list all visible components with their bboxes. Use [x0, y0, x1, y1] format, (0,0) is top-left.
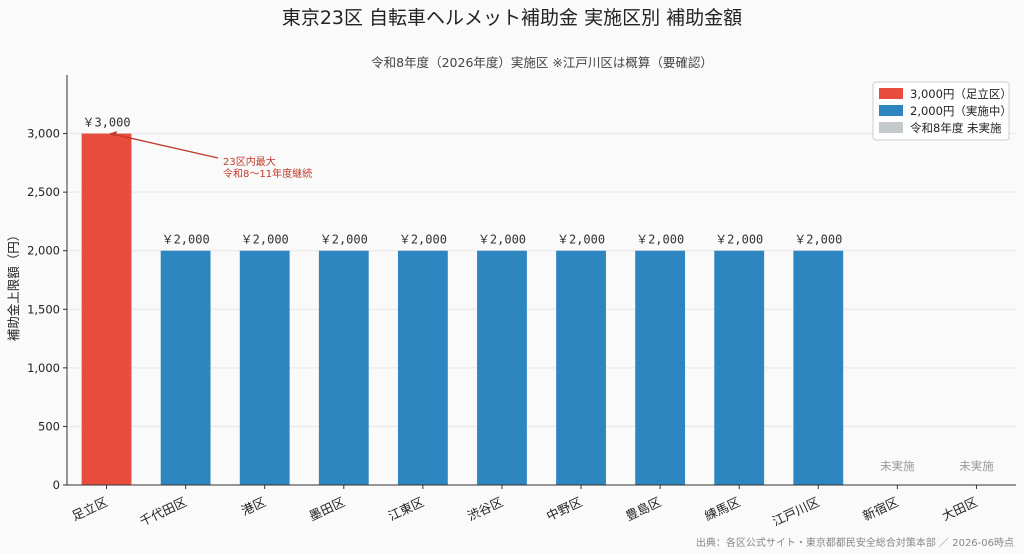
value-label: ￥2,000 — [636, 233, 684, 247]
x-tick-label: 大田区 — [939, 494, 979, 523]
value-label: ￥2,000 — [162, 233, 210, 247]
value-label: ￥3,000 — [82, 116, 130, 130]
x-tick-label: 豊島区 — [623, 494, 663, 523]
chart-title: 東京23区 自転車ヘルメット補助金 実施区別 補助金額 — [282, 7, 742, 29]
y-tick-label: 2,000 — [27, 244, 60, 258]
y-tick-label: 2,500 — [27, 185, 60, 199]
x-tick-label: 千代田区 — [137, 494, 189, 529]
source-note: 出典：各区公式サイト・東京都都民安全総合対策本部 ／ 2026-06時点 — [696, 536, 1014, 549]
x-tick-label: 中野区 — [544, 494, 584, 523]
x-tick-label: 練馬区 — [702, 494, 742, 523]
value-label: ￥2,000 — [241, 233, 289, 247]
annotation-text: 23区内最大 — [223, 155, 276, 168]
x-tick-label: 墨田区 — [307, 494, 347, 523]
legend-swatch — [879, 105, 903, 116]
legend-swatch — [879, 88, 903, 99]
legend-box — [872, 81, 1010, 141]
x-tick-label: 渋谷区 — [465, 494, 505, 523]
x-tick-label: 江東区 — [386, 494, 426, 523]
value-label: ￥2,000 — [715, 233, 763, 247]
bar — [793, 250, 844, 485]
value-label: ￥2,000 — [478, 233, 526, 247]
not-implemented-label: 未実施 — [880, 459, 915, 473]
y-gridlines — [67, 133, 1016, 427]
y-tick-label: 0 — [53, 478, 60, 492]
value-label: ￥2,000 — [557, 233, 605, 247]
axes — [66, 75, 1016, 486]
legend: 3,000円（足立区） 2,000円（実施中） 令和8年度 未実施 — [872, 81, 1012, 141]
value-label: ￥2,000 — [794, 233, 842, 247]
value-label: ￥2,000 — [399, 233, 447, 247]
annotation-arrowhead — [109, 131, 118, 137]
bar — [635, 250, 686, 485]
bar — [239, 250, 290, 485]
x-ticks: 足立区 千代田区 港区 墨田区 江東区 渋谷区 中野区 豊島区 練馬区 江戸川区 新宿区 大田区 — [69, 485, 980, 529]
annotation-arrow — [114, 133, 219, 159]
y-ticks: 0 500 1,000 1,500 2,000 2,500 3,000 — [27, 127, 67, 492]
x-tick-label: 港区 — [239, 494, 268, 518]
y-tick-label: 1,500 — [27, 302, 60, 316]
y-tick-label: 3,000 — [27, 127, 60, 141]
bar — [556, 250, 606, 485]
legend-label: 3,000円（足立区） — [910, 87, 1012, 101]
bar — [397, 250, 448, 485]
legend-label: 令和8年度 未実施 — [910, 121, 1002, 135]
annotation-text: 令和8～11年度継続 — [223, 167, 312, 180]
not-implemented-label: 未実施 — [959, 459, 994, 473]
chart-subtitle: 令和8年度（2026年度）実施区 ※江戸川区は概算（要確認） — [371, 55, 713, 70]
bar — [318, 250, 369, 485]
bar — [477, 250, 527, 485]
legend-swatch — [879, 122, 903, 133]
y-tick-label: 1,000 — [27, 361, 60, 375]
legend-label: 2,000円（実施中） — [910, 104, 1012, 118]
y-tick-label: 500 — [38, 419, 60, 433]
bar — [160, 250, 211, 485]
bar — [81, 133, 132, 486]
bars — [81, 133, 844, 486]
bar — [714, 250, 765, 485]
value-labels: ￥3,000 ￥2,000 ￥2,000 ￥2,000 ￥2,000 ￥2,000 ￥2,0… — [82, 116, 994, 473]
x-tick-label: 江戸川区 — [770, 494, 822, 529]
y-axis-label: 補助金上限額（円） — [6, 229, 21, 342]
x-tick-label: 新宿区 — [860, 494, 900, 523]
x-tick-label: 足立区 — [69, 494, 109, 523]
value-label: ￥2,000 — [320, 233, 368, 247]
